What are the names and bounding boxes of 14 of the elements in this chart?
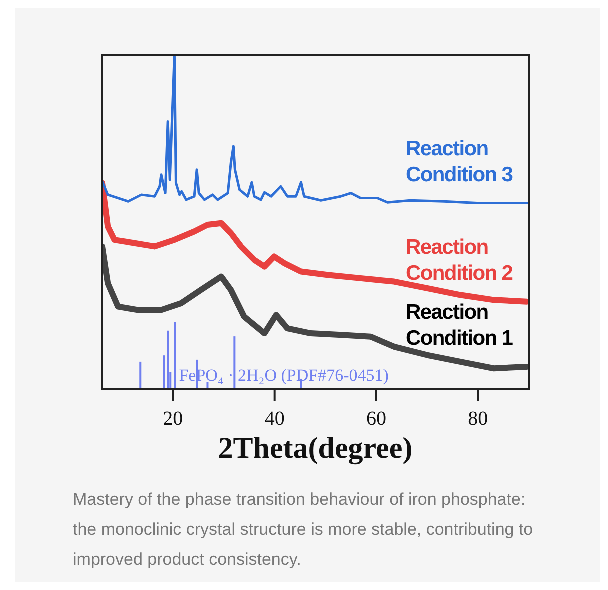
- series-label: Reaction Condition 3: [406, 137, 513, 186]
- x-tick-label: 40: [264, 408, 285, 430]
- bar: [140, 362, 142, 389]
- series-label: Reaction Condition 1: [406, 300, 514, 350]
- text: Mastery of the phase transition behaviour of iron phosphate: the monoclinic crystal structure is more stable, contributing to improved product consistency.: [73, 490, 534, 569]
- bar: [163, 356, 166, 389]
- x-tick-label: 20: [163, 408, 184, 430]
- x-axis-title: 2Theta(degree): [218, 432, 413, 465]
- x-tick-label: 60: [366, 408, 386, 430]
- series-label: Reaction Condition 2: [406, 236, 513, 285]
- x-tick-label: 80: [468, 408, 488, 430]
- bar: [174, 322, 176, 389]
- bar: [234, 336, 236, 389]
- bar: [167, 330, 170, 389]
